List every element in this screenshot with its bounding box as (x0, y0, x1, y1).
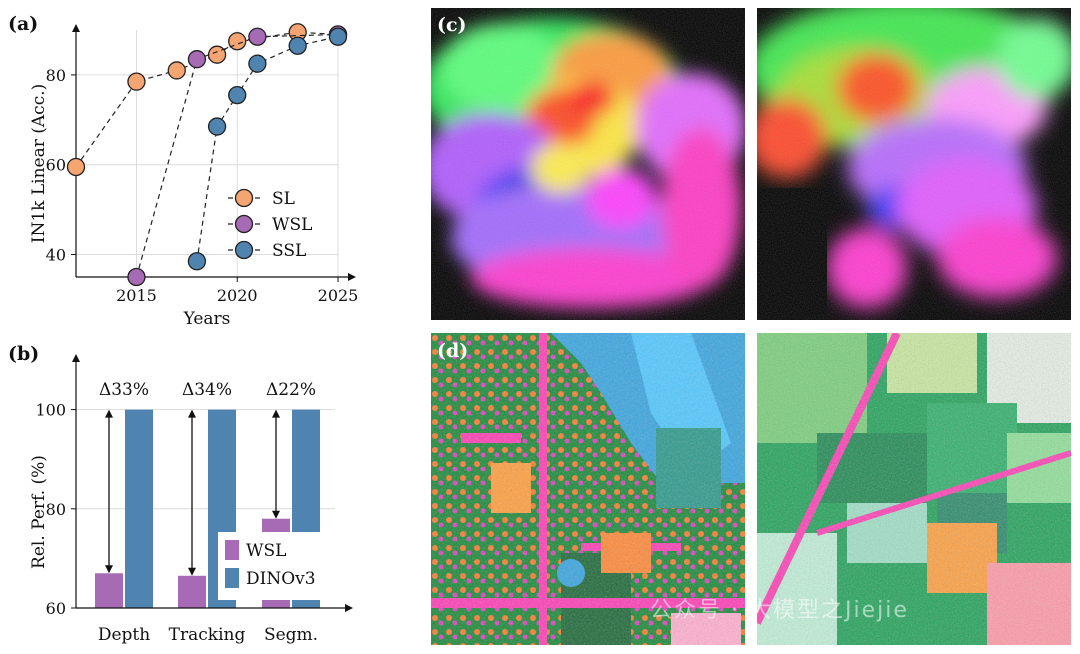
x-axis-label: Years (183, 309, 231, 329)
data-point-sl (66, 157, 86, 177)
delta-annotation: Δ33% (99, 380, 149, 400)
delta-annotation: Δ22% (266, 380, 316, 400)
data-point-ssl (248, 54, 267, 73)
bar-wsl (178, 575, 206, 608)
y-axis-arrow (72, 24, 80, 32)
data-point-sl (228, 32, 247, 51)
legend-label-wsl: WSL (246, 541, 286, 561)
legend-marker-ssl (234, 240, 254, 260)
data-point-sl (207, 45, 227, 64)
chart-a: (a) 2015 2020 2025 40 60 80 Years IN1k Linear (A… (8, 13, 359, 329)
panel-d-left-image (431, 333, 745, 645)
delta-arrow-head-down (272, 510, 280, 519)
chart-b: (b) 60 80 100 Δ33% Depth Δ34% Tracking Δ22% Segm.… (8, 343, 353, 645)
delta-arrow-head-up (188, 409, 196, 418)
data-point-wsl (127, 267, 146, 287)
legend-marker-wsl (234, 214, 254, 234)
legend-label-sl: SL (272, 189, 295, 209)
delta-arrow-head-down (188, 567, 196, 576)
data-point-ssl (187, 252, 207, 271)
bar-dinov3 (125, 409, 153, 608)
y-tick-label: 100 (35, 401, 66, 420)
bar-wsl (95, 573, 123, 608)
data-point-sl (167, 61, 186, 80)
data-point-ssl (288, 36, 307, 55)
y-tick-label: 60 (46, 599, 66, 618)
y-axis-arrow (72, 354, 80, 362)
x-tick-label: 2020 (217, 286, 258, 305)
y-tick-label: 40 (46, 246, 66, 265)
category-label: Tracking (169, 625, 246, 645)
data-point-sl (127, 72, 146, 91)
panel-d-right-image (757, 333, 1071, 645)
y-tick-label: 80 (46, 66, 66, 85)
panel-c-right-image (757, 8, 1071, 320)
series-line-ssl (196, 36, 339, 262)
x-axis-arrow (345, 604, 353, 612)
legend-swatch-dinov3 (225, 568, 239, 588)
x-tick-label: 2015 (116, 286, 157, 305)
delta-arrow-head-down (105, 565, 113, 574)
delta-arrow-head-up (105, 409, 113, 418)
delta-annotation: Δ34% (182, 380, 232, 400)
legend-label-ssl: SSL (272, 241, 306, 261)
category-label: Depth (98, 625, 150, 645)
delta-arrow-head-up (272, 409, 280, 418)
panel-d-label: (d) (437, 340, 469, 362)
legend-label-dinov3: DINOv3 (246, 569, 316, 589)
data-point-ssl (228, 85, 247, 105)
legend-label-wsl: WSL (272, 215, 312, 235)
category-label: Segm. (264, 625, 318, 645)
data-point-ssl (207, 117, 227, 136)
data-point-wsl (248, 27, 267, 46)
y-axis-label: Rel. Perf. (%) (29, 455, 49, 569)
panel-c-label: (c) (437, 14, 467, 36)
y-tick-label: 60 (46, 156, 66, 175)
y-tick-label: 80 (46, 500, 66, 519)
watermark-text: 公众号 · 大模型之Jiejie (650, 598, 909, 623)
legend-swatch-wsl (225, 540, 239, 560)
panel-label: (b) (8, 343, 39, 365)
data-point-wsl (187, 50, 207, 69)
x-axis-arrow (348, 273, 356, 281)
data-point-ssl (328, 27, 348, 46)
legend-marker-sl (234, 188, 254, 208)
panel-label: (a) (8, 13, 38, 35)
y-axis-label: IN1k Linear (Acc.) (29, 84, 49, 244)
x-tick-label: 2025 (318, 286, 359, 305)
panel-c-left-image (431, 8, 745, 320)
